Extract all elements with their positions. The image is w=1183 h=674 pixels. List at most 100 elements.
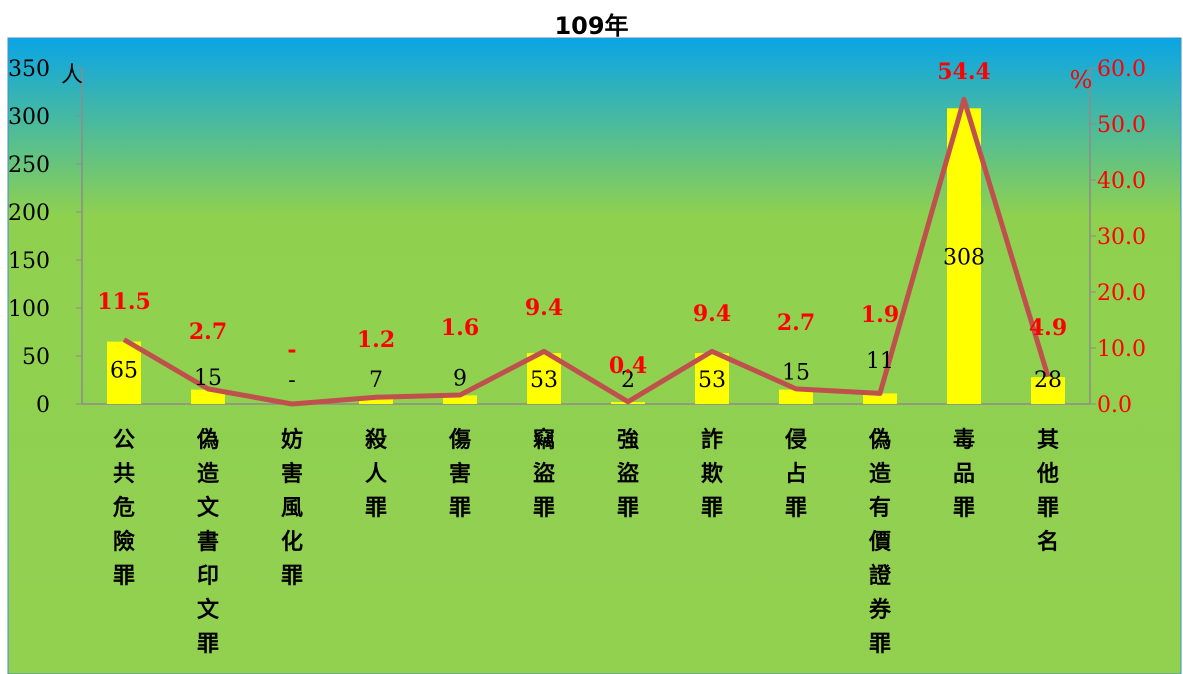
right-tick-label: 20.0 xyxy=(1097,281,1146,306)
category-label-char: 罪 xyxy=(1037,495,1059,521)
left-tick-label: 350 xyxy=(8,57,50,82)
pct-value-label: 1.6 xyxy=(441,315,479,341)
right-tick-label: 40.0 xyxy=(1097,169,1146,194)
category-label-char: 罪 xyxy=(953,495,975,521)
bar xyxy=(443,395,477,404)
bar-value-label: 308 xyxy=(943,245,985,270)
category-label-char: 罪 xyxy=(533,495,555,521)
bar xyxy=(779,389,813,404)
category-label-char: 罪 xyxy=(365,495,387,521)
category-label-char: 罪 xyxy=(869,631,891,657)
category-label-char: 占 xyxy=(785,461,807,487)
category-label-char: 文 xyxy=(197,495,220,521)
pct-value-label: 2.7 xyxy=(777,310,815,336)
category-label-char: 竊 xyxy=(533,427,555,453)
bar xyxy=(863,393,897,404)
category-label-char: 罪 xyxy=(197,631,219,657)
category-label-char: 險 xyxy=(113,529,135,555)
pct-value-label: 0.4 xyxy=(609,353,647,379)
category-label-char: 化 xyxy=(281,529,303,555)
left-tick-label: 250 xyxy=(8,153,50,178)
bar xyxy=(695,353,729,404)
category-label-char: 罪 xyxy=(617,495,639,521)
category-label-char: 其 xyxy=(1037,427,1059,453)
category-label-char: 風 xyxy=(281,495,303,521)
category-label-char: 文 xyxy=(197,597,220,623)
bar-value-label: - xyxy=(288,368,295,393)
left-tick-label: 0 xyxy=(36,393,50,418)
category-label-char: 價 xyxy=(868,529,892,555)
pct-value-label: 11.5 xyxy=(97,289,151,315)
bar-value-label: 15 xyxy=(782,361,810,386)
bar xyxy=(359,397,393,404)
category-label-char: 欺 xyxy=(701,461,723,487)
category-label-char: 殺 xyxy=(365,427,388,453)
category-label-char: 盜 xyxy=(533,461,555,487)
category-label-char: 妨 xyxy=(281,427,303,453)
category-label-char: 害 xyxy=(281,461,303,487)
pct-value-label: 9.4 xyxy=(525,295,563,321)
bar xyxy=(1031,377,1065,404)
category-label-char: 他 xyxy=(1036,461,1059,487)
category-label-char: 罪 xyxy=(449,495,471,521)
left-tick-label: 50 xyxy=(22,345,50,370)
right-tick-label: 10.0 xyxy=(1097,337,1146,362)
category-label-char: 侵 xyxy=(784,427,807,453)
category-label-char: 共 xyxy=(113,461,135,487)
right-tick-label: 60.0 xyxy=(1097,57,1146,82)
category-label-char: 強 xyxy=(617,427,639,453)
category-label-char: 罪 xyxy=(785,495,807,521)
category-label-char: 品 xyxy=(953,461,975,487)
category-label-char: 詐 xyxy=(701,427,723,453)
right-tick-label: 30.0 xyxy=(1097,225,1146,250)
bar xyxy=(947,108,981,404)
category-label-char: 印 xyxy=(197,563,219,589)
category-label-char: 危 xyxy=(113,495,135,521)
category-label-char: 害 xyxy=(449,461,471,487)
category-label-char: 偽 xyxy=(196,427,219,453)
pct-line xyxy=(122,96,1051,407)
pct-value-label: - xyxy=(287,337,296,363)
category-label-char: 毒 xyxy=(953,427,975,453)
bar-value-label: 15 xyxy=(194,366,222,391)
right-tick-label: 50.0 xyxy=(1097,113,1146,138)
bar xyxy=(191,389,225,404)
bar-value-label: 65 xyxy=(110,359,138,384)
category-label-char: 書 xyxy=(197,529,219,555)
pct-value-label: 1.2 xyxy=(357,327,395,353)
bar-value-label: 53 xyxy=(698,368,726,393)
category-label-char: 偽 xyxy=(868,427,891,453)
category-label-char: 券 xyxy=(868,597,892,623)
left-tick-label: 150 xyxy=(8,249,50,274)
bar-value-label: 7 xyxy=(369,368,383,393)
pct-value-label: 2.7 xyxy=(189,319,227,345)
category-label-char: 有 xyxy=(869,495,891,521)
pct-value-label: 54.4 xyxy=(937,59,991,85)
pct-value-label: 1.9 xyxy=(861,302,899,328)
category-label-char: 罪 xyxy=(113,563,135,589)
bar-value-label: 28 xyxy=(1034,368,1062,393)
bar xyxy=(527,353,561,404)
category-label-char: 造 xyxy=(869,461,891,487)
category-label-char: 造 xyxy=(197,461,219,487)
chart-title: 109年 xyxy=(554,12,629,40)
category-label-char: 名 xyxy=(1037,529,1059,555)
bar-value-label: 53 xyxy=(530,368,558,393)
right-axis-unit: % xyxy=(1070,66,1093,94)
bar xyxy=(107,341,141,404)
category-label-char: 傷 xyxy=(448,427,471,453)
category-label-char: 公 xyxy=(113,427,135,453)
category-label-char: 罪 xyxy=(701,495,723,521)
left-axis-unit: 人 xyxy=(61,63,83,88)
pct-value-label: 9.4 xyxy=(693,301,731,327)
right-tick-label: 0.0 xyxy=(1097,393,1132,418)
bar-value-label: 9 xyxy=(453,366,467,391)
bar-value-label: 11 xyxy=(866,349,894,374)
left-tick-label: 300 xyxy=(8,105,50,130)
category-label-char: 罪 xyxy=(281,563,303,589)
pct-value-label: 4.9 xyxy=(1029,315,1067,341)
category-label-char: 盜 xyxy=(617,461,639,487)
category-label-char: 證 xyxy=(869,563,892,589)
left-tick-label: 100 xyxy=(8,297,50,322)
